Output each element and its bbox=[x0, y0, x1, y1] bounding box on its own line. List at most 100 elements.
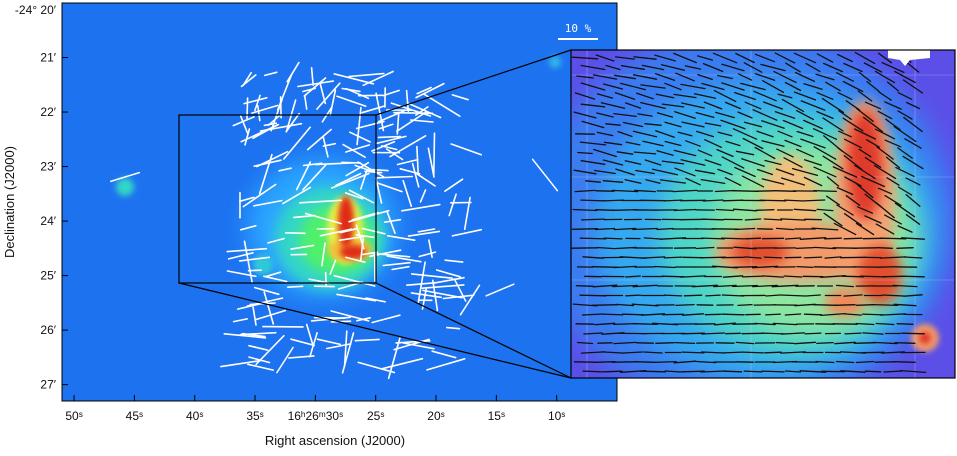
polarization-vector bbox=[378, 123, 394, 130]
polarization-vector bbox=[843, 138, 863, 149]
polarization-vector bbox=[227, 252, 254, 260]
polarization-vector bbox=[702, 62, 724, 73]
polarization-vector bbox=[247, 269, 262, 272]
polarization-vector bbox=[342, 143, 366, 158]
polarization-vector bbox=[703, 101, 723, 110]
polarization-vector bbox=[375, 177, 383, 204]
polarization-vector bbox=[813, 146, 837, 160]
polarization-vector bbox=[897, 110, 913, 120]
polarization-vector bbox=[624, 160, 642, 165]
polarization-vector bbox=[700, 370, 726, 373]
x-tick-label: 50ˢ bbox=[65, 409, 82, 423]
polarization-vector bbox=[295, 161, 312, 191]
polarization-vector bbox=[695, 130, 715, 138]
polarization-vector bbox=[359, 170, 368, 190]
polarization-vector bbox=[717, 168, 733, 176]
polarization-vector bbox=[573, 111, 597, 119]
polarization-vector bbox=[765, 294, 781, 297]
polarization-vector bbox=[386, 255, 422, 263]
polarization-vector bbox=[415, 82, 445, 99]
polarization-vector bbox=[723, 351, 743, 354]
polarization-vector bbox=[701, 332, 725, 335]
polarization-vector bbox=[635, 169, 655, 175]
polarization-vector bbox=[744, 218, 762, 221]
polarization-vector bbox=[622, 121, 644, 128]
polarization-vector bbox=[744, 256, 762, 259]
polarization-vector bbox=[793, 208, 817, 212]
polarization-vector bbox=[875, 223, 895, 235]
polarization-vector bbox=[414, 172, 436, 187]
polarization-vector bbox=[816, 92, 834, 100]
polarization-vector bbox=[322, 136, 329, 158]
polarization-vector bbox=[783, 275, 803, 278]
polarization-vector bbox=[654, 54, 676, 62]
polarization-vector bbox=[639, 370, 667, 373]
polarization-vector bbox=[653, 360, 677, 364]
polarization-vector bbox=[432, 132, 436, 176]
polarization-vector bbox=[632, 284, 658, 288]
polarization-vector bbox=[896, 323, 914, 325]
polarization-vector bbox=[822, 117, 844, 132]
polarization-vector bbox=[642, 140, 664, 147]
polarization-vector bbox=[879, 237, 907, 240]
polarization-vector bbox=[580, 64, 606, 71]
polarization-vector bbox=[796, 265, 814, 269]
polarization-vector bbox=[348, 209, 390, 223]
polarization-vector bbox=[905, 177, 921, 186]
polarization-vector bbox=[714, 189, 736, 193]
polarization-vector bbox=[656, 150, 674, 156]
x-tick-label: 16ʰ26ᵐ30ˢ bbox=[288, 409, 344, 423]
polarization-vector bbox=[737, 303, 753, 307]
polarization-vector bbox=[897, 92, 913, 100]
polarization-vector bbox=[423, 93, 461, 117]
polarization-vector bbox=[448, 193, 457, 217]
polarization-vector bbox=[338, 235, 368, 242]
polarization-vector bbox=[863, 62, 883, 73]
polarization-vector bbox=[796, 130, 814, 138]
polarization-vector bbox=[791, 167, 819, 177]
polarization-vector bbox=[784, 237, 802, 240]
polarization-vector bbox=[701, 82, 725, 91]
polarization-vector bbox=[264, 271, 282, 278]
polarization-vector bbox=[902, 79, 924, 94]
polarization-vector bbox=[256, 104, 261, 122]
polarization-vector bbox=[815, 360, 835, 364]
inset-map-emission bbox=[571, 50, 955, 378]
polarization-vector bbox=[336, 95, 367, 107]
polarization-vector bbox=[762, 101, 784, 110]
polarization-vector bbox=[905, 214, 921, 225]
polarization-vector bbox=[734, 166, 756, 178]
polarization-vector bbox=[418, 251, 437, 258]
polarization-vector bbox=[580, 82, 606, 91]
polarization-vector bbox=[702, 218, 724, 221]
polarization-vector bbox=[239, 196, 255, 203]
polarization-vector bbox=[583, 332, 603, 335]
polarization-vector bbox=[773, 70, 797, 84]
polarization-vector bbox=[764, 159, 782, 166]
polarization-vector bbox=[345, 161, 370, 177]
polarization-vector bbox=[894, 342, 916, 344]
polarization-vector bbox=[663, 294, 683, 297]
polarization-vector bbox=[611, 189, 639, 193]
polarization-vector bbox=[240, 74, 257, 88]
polarization-vector bbox=[821, 97, 845, 114]
polarization-vector bbox=[705, 294, 721, 297]
polarization-vector bbox=[361, 105, 386, 114]
x-tick-label: 25ˢ bbox=[367, 409, 384, 423]
polarization-vector bbox=[877, 187, 893, 195]
polarization-vector bbox=[743, 62, 763, 73]
polarization-vector bbox=[857, 90, 873, 102]
polarization-vector bbox=[625, 294, 641, 297]
polarization-vector bbox=[655, 130, 675, 138]
polarization-vector bbox=[309, 331, 318, 358]
polarization-vector bbox=[615, 168, 635, 176]
zoom-connector-bottom bbox=[375, 282, 572, 379]
polarization-vector bbox=[595, 209, 615, 211]
polarization-vector bbox=[800, 100, 826, 111]
polarization-vector bbox=[572, 208, 598, 212]
polarization-vector bbox=[582, 370, 604, 373]
polarization-vector bbox=[612, 284, 638, 288]
polarization-vector bbox=[805, 294, 821, 297]
polarization-vector bbox=[825, 81, 841, 92]
polarization-vector bbox=[585, 180, 601, 183]
